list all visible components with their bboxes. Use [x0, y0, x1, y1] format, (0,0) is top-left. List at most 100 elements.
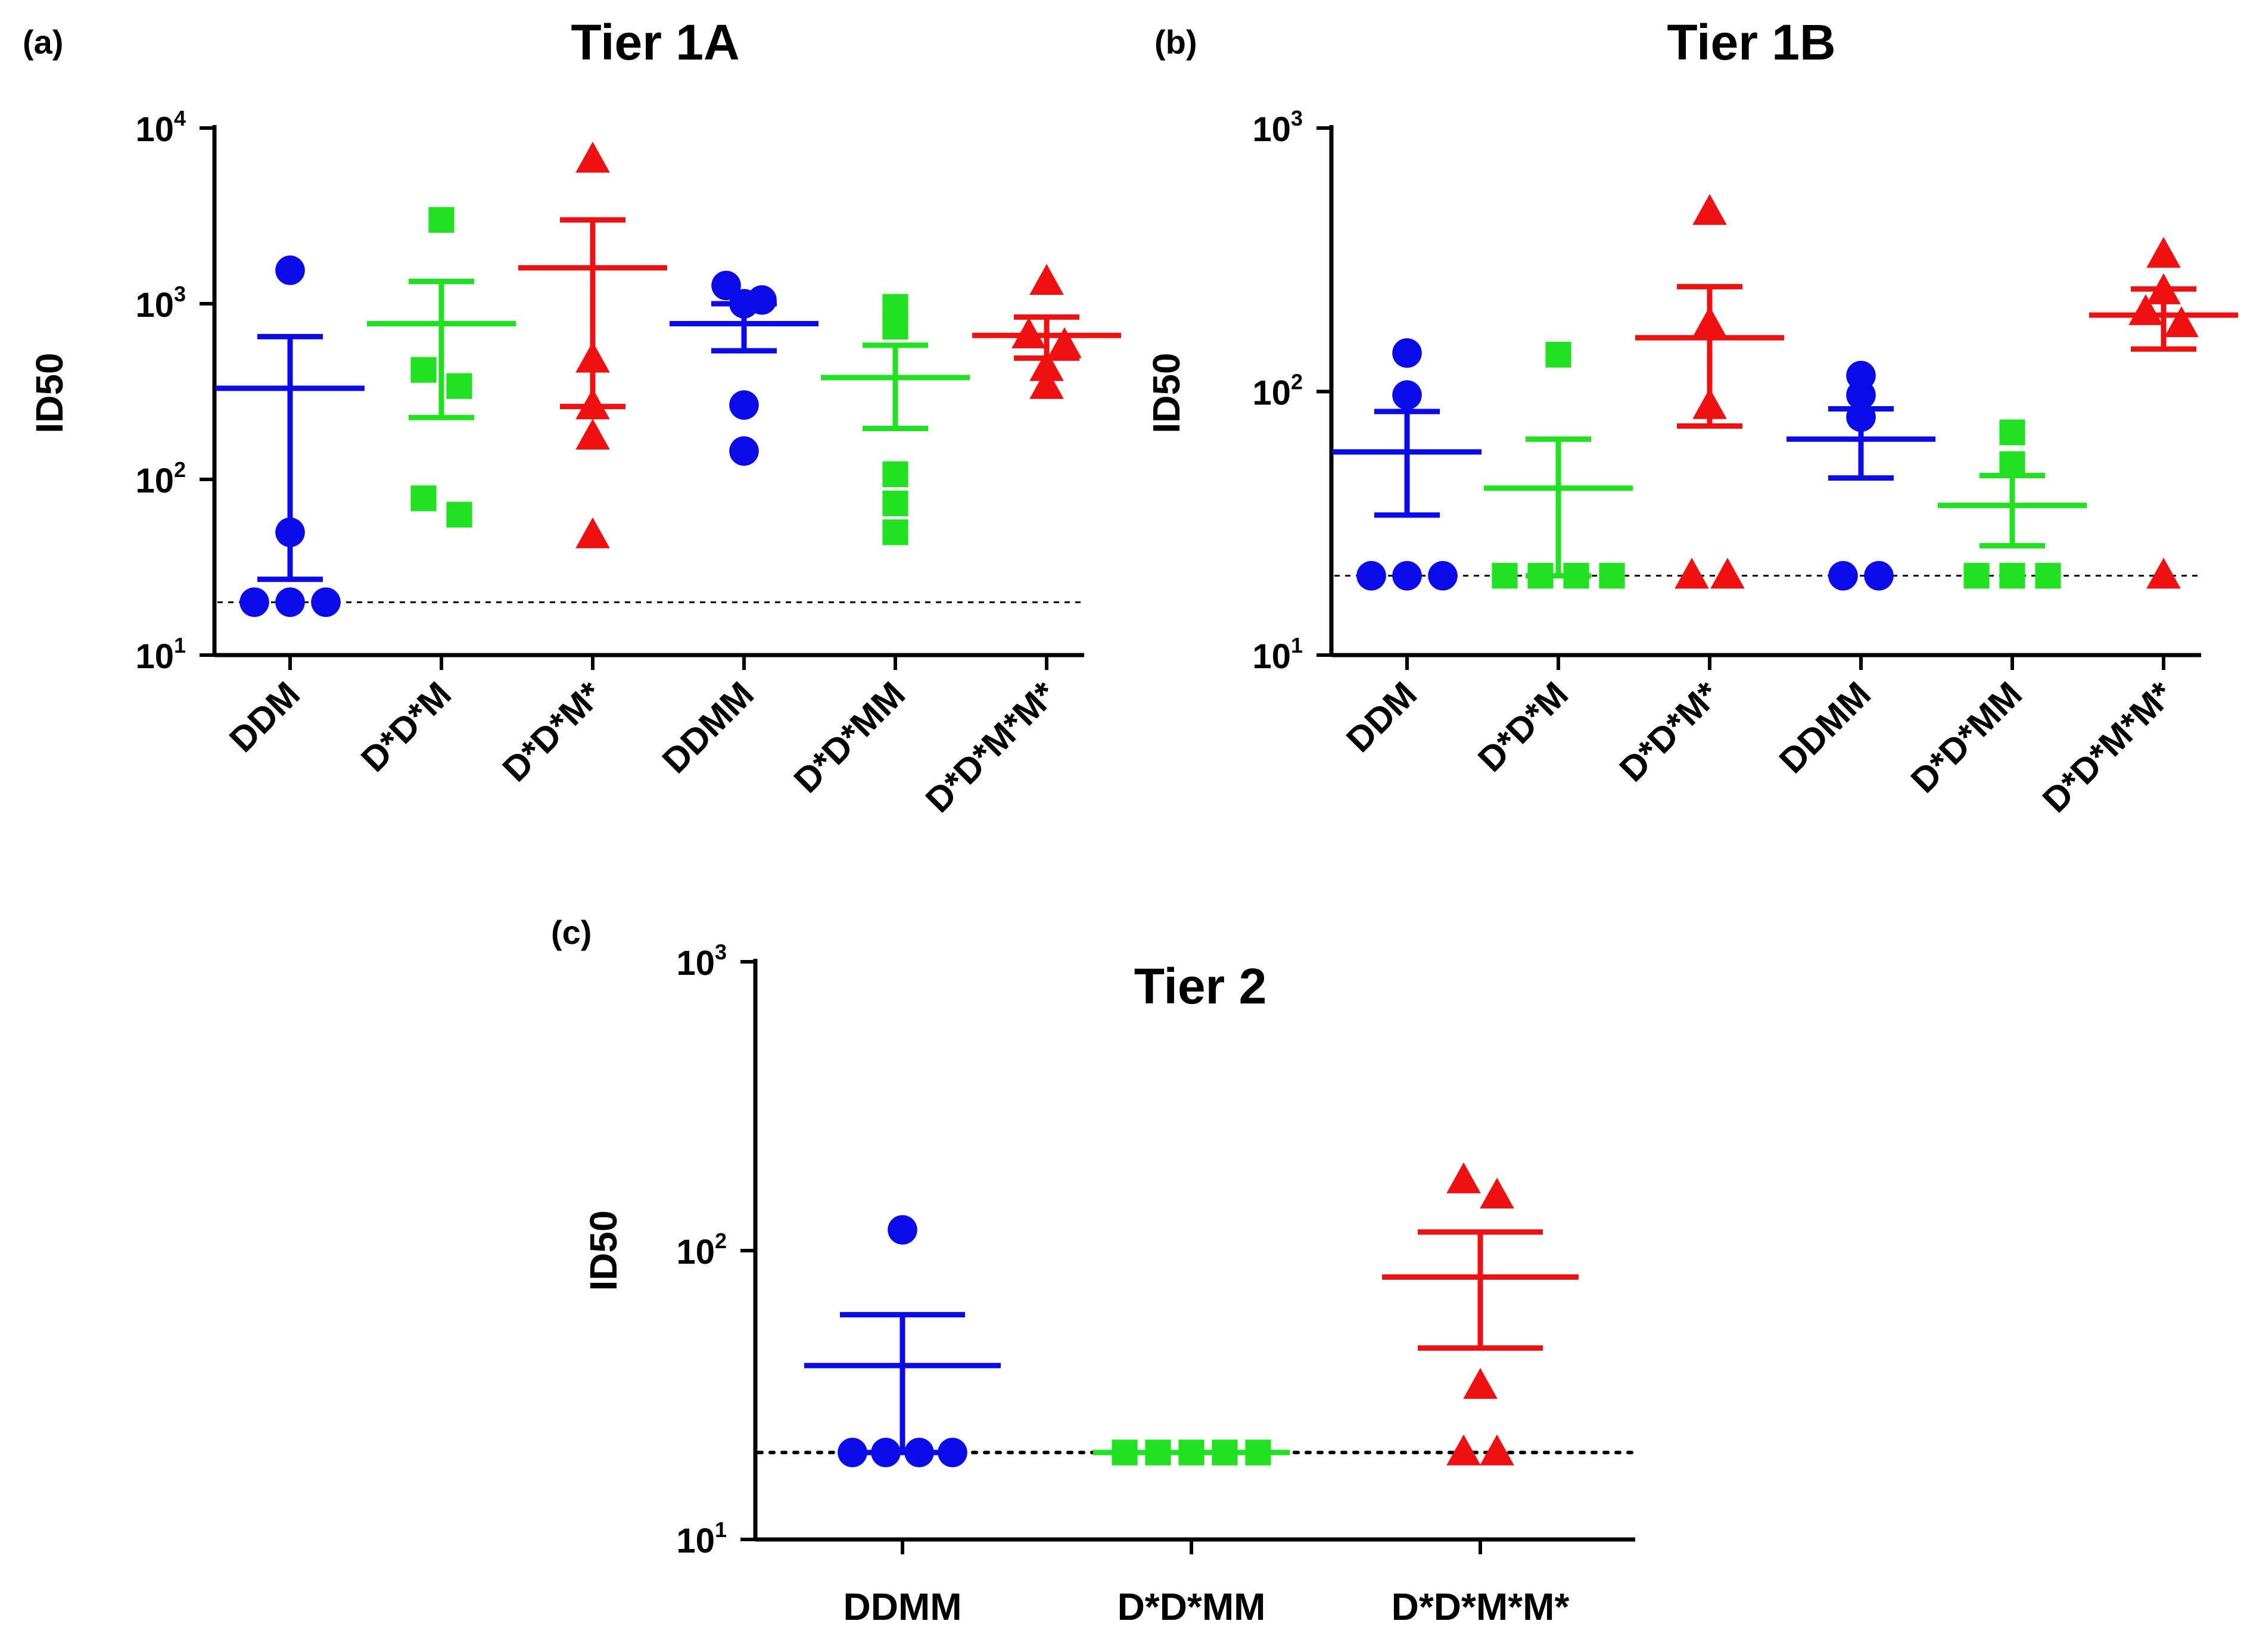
- data-point: [1999, 419, 2025, 445]
- x-tick-label: D*D*MM: [786, 674, 913, 800]
- y-tick-label: 102: [1252, 370, 1303, 413]
- chart-panel-a: (a) Tier 1A ID50 101 102 103 104 DDM D*D*M D*D*M*…: [23, 14, 1121, 820]
- data-point: [410, 485, 437, 512]
- data-point: [729, 436, 759, 466]
- data-point: [1446, 1434, 1481, 1466]
- data-point: [1599, 563, 1625, 589]
- x-tick-label: DDM: [1339, 674, 1424, 760]
- data-point: [446, 373, 472, 399]
- x-tick-label: DDMM: [843, 1585, 961, 1628]
- x-tick-label: D*D*M: [353, 674, 459, 780]
- data-point: [575, 517, 610, 548]
- data-point: [711, 270, 741, 301]
- series-3: [670, 270, 818, 466]
- data-point: [1029, 264, 1064, 295]
- data-point: [446, 501, 472, 528]
- y-tick-label: 102: [676, 1229, 727, 1271]
- series-2: [1382, 1162, 1579, 1466]
- series-5: [972, 264, 1121, 399]
- data-point: [2035, 563, 2061, 589]
- data-point: [1675, 557, 1709, 589]
- data-point: [1463, 1367, 1498, 1399]
- data-point: [1029, 367, 1064, 399]
- y-tick-label: 101: [676, 1517, 727, 1560]
- data-point: [1692, 194, 1727, 225]
- y-tick-label: 102: [135, 457, 186, 500]
- data-point: [1047, 327, 1082, 359]
- data-point: [410, 357, 437, 383]
- data-point: [1392, 560, 1422, 591]
- series-5: [2089, 236, 2238, 589]
- x-tick-label: D*D*M*M*: [2035, 674, 2181, 820]
- series-4: [1938, 419, 2087, 589]
- data-point: [729, 390, 759, 420]
- data-point: [575, 141, 610, 173]
- series-1: [367, 207, 516, 528]
- data-point: [1392, 380, 1422, 410]
- series-2: [1635, 194, 1784, 589]
- data-point: [575, 419, 610, 450]
- data-point: [275, 587, 305, 617]
- panel-label: (a): [23, 23, 63, 61]
- x-tick-label: D*D*M*: [495, 674, 611, 789]
- series-4: [821, 294, 970, 546]
- data-point: [1999, 563, 2025, 589]
- data-point: [1356, 560, 1386, 591]
- data-point: [1392, 338, 1422, 368]
- y-axis-label: ID50: [1145, 353, 1188, 433]
- data-point: [882, 313, 908, 340]
- data-point: [1999, 451, 2025, 478]
- series-0: [804, 1215, 1001, 1467]
- data-point: [1864, 560, 1894, 591]
- panel-label: (b): [1154, 23, 1197, 61]
- data-point: [1545, 342, 1571, 368]
- data-point: [1963, 563, 1990, 589]
- data-point: [1446, 1162, 1481, 1193]
- x-tick-label: D*D*M*: [1612, 674, 1728, 789]
- series-0: [1333, 338, 1482, 591]
- data-point: [428, 207, 455, 233]
- x-tick-label: D*D*MM: [1903, 674, 2030, 800]
- y-tick-label: 103: [135, 282, 186, 325]
- data-point: [882, 461, 908, 487]
- data-point: [1492, 563, 1518, 589]
- chart-panel-c: (c) Tier 2 ID50 101 102 103 DDMM D*D*MM D*D*M*M*: [551, 914, 1637, 1628]
- series-0: [216, 255, 365, 617]
- y-axis-label: ID50: [28, 353, 71, 433]
- data-point: [882, 490, 908, 516]
- y-tick-label: 104: [135, 106, 186, 149]
- data-point: [882, 519, 908, 546]
- data-point: [275, 255, 305, 285]
- y-tick-label: 103: [1252, 106, 1303, 149]
- x-tick-label: D*D*M*M*: [1392, 1585, 1570, 1628]
- x-tick-label: D*D*M: [1470, 674, 1576, 780]
- chart-title: Tier 1A: [571, 14, 739, 70]
- x-tick-label: DDMM: [1772, 674, 1878, 781]
- panel-label: (c): [551, 914, 592, 951]
- y-tick-label: 101: [135, 633, 186, 676]
- data-point: [1480, 1177, 1514, 1209]
- y-axis-label: ID50: [582, 1210, 625, 1291]
- x-tick-label: DDMM: [655, 674, 761, 781]
- data-point: [1029, 350, 1064, 381]
- x-tick-label: D*D*M*M*: [918, 674, 1065, 820]
- data-point: [1828, 560, 1858, 591]
- data-point: [1480, 1434, 1514, 1466]
- series-1: [1484, 342, 1633, 589]
- data-point: [2146, 236, 2181, 268]
- data-point: [311, 587, 341, 617]
- data-point: [239, 587, 269, 617]
- x-tick-label: DDM: [222, 674, 307, 760]
- data-point: [2164, 306, 2199, 338]
- chart-title: Tier 2: [1134, 958, 1267, 1014]
- data-point: [2146, 557, 2181, 589]
- data-point: [1846, 380, 1876, 410]
- chart-title: Tier 1B: [1667, 14, 1835, 70]
- series-2: [518, 141, 667, 548]
- y-tick-label: 103: [676, 940, 727, 983]
- data-point: [888, 1215, 917, 1245]
- y-tick-label: 101: [1252, 633, 1303, 676]
- series-1: [1093, 1439, 1290, 1466]
- series-3: [1787, 360, 1935, 591]
